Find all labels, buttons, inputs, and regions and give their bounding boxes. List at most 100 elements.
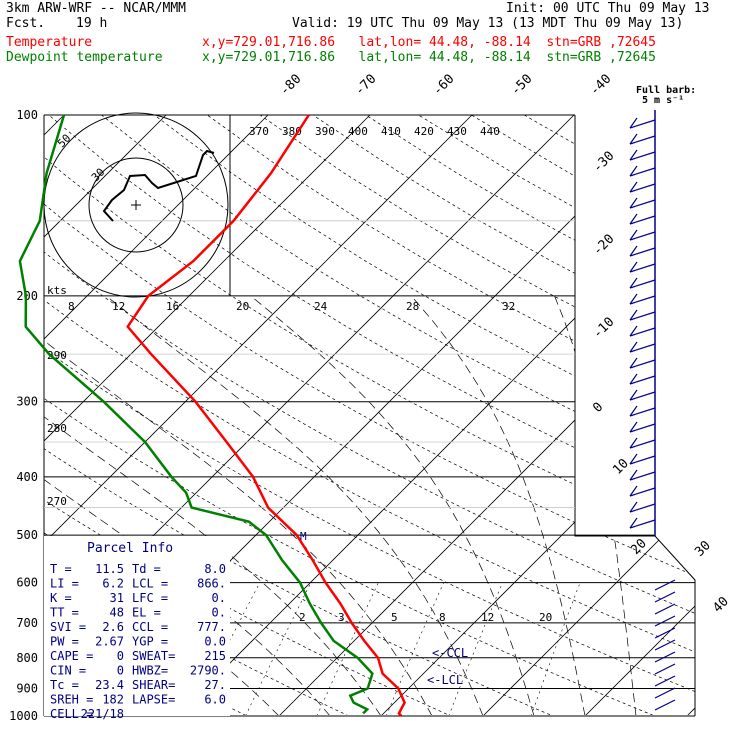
mixing-ratio-label: 12 [481, 611, 494, 624]
pressure-tick-label: 500 [16, 528, 38, 542]
isotherm-line [584, 115, 695, 715]
isotherm-label: -70 [352, 72, 379, 99]
wind-barb [654, 579, 676, 591]
isotherm-line [44, 115, 473, 715]
temperature-profile-line [126, 114, 406, 717]
mixing-ratio-line [316, 582, 379, 715]
wind-barb-flag [629, 517, 638, 529]
moist-adiabat [250, 295, 535, 715]
wind-barb [629, 487, 656, 497]
isotherm-label: -10 [590, 315, 617, 342]
wind-barb-flag [629, 325, 638, 337]
wind-barb [629, 247, 656, 257]
wind-barb [629, 439, 656, 449]
plot-right-border [574, 115, 696, 716]
wind-barb-flag [629, 341, 638, 353]
init-time: Init: 00 UTC Thu 09 May 13 [506, 1, 710, 16]
wind-barb-flag [629, 181, 638, 193]
wind-barb [654, 651, 676, 663]
hodograph-trace [102, 149, 215, 222]
parcel-row-value: 6.2 [102, 577, 124, 591]
isotherm-label: 10 [610, 456, 632, 478]
dewpoint-profile-line [18, 114, 374, 715]
pressure-tick-label: 800 [16, 651, 38, 665]
theta-e-label: 390 [315, 125, 335, 138]
parcel-row-label: TT = [50, 606, 79, 620]
dry-adiabat [44, 115, 695, 715]
wind-barb [654, 603, 676, 615]
parcel-info-background [44, 536, 230, 716]
wind-barb [629, 407, 656, 417]
parcel-row-value: 31 [110, 591, 124, 605]
lcl-annotation: <-LCL [427, 673, 463, 687]
isotherm-line [380, 115, 695, 715]
parcel-row-label2: YGP = [132, 635, 168, 649]
mixing-ratio-label: 2 [299, 611, 306, 624]
wind-barb [654, 663, 676, 675]
wind-barb [629, 135, 656, 145]
parcel-row-value: 0 [117, 649, 124, 663]
dry-adiabat [312, 115, 695, 715]
isotherm-label: -80 [277, 72, 304, 99]
wind-barb-flag [629, 405, 638, 417]
dewpoint-legend-info: x,y=729.01,716.86 lat,lon= 44.48, -88.14… [202, 50, 656, 65]
temperature-legend-label: Temperature [6, 35, 93, 50]
parcel-row-value2: 6.0 [204, 693, 226, 707]
wind-barb [629, 375, 656, 385]
wind-barb-flag [629, 117, 638, 129]
theta-label: 290 [47, 349, 67, 362]
mixing-ratio-line [245, 582, 312, 715]
wind-barb [629, 215, 656, 225]
wind-barb [654, 627, 676, 639]
theta-label: 270 [47, 495, 67, 508]
theta-e-label: 440 [480, 125, 500, 138]
parcel-row-value: 2.67 [95, 635, 124, 649]
wind-barb [629, 519, 656, 529]
isotherm-line [482, 115, 695, 715]
wind-barb-flag [629, 261, 638, 273]
parcel-row-value: 48 [110, 606, 124, 620]
forecast-label: Fcst. [6, 16, 46, 31]
parcel-row-value: 0 [117, 664, 124, 678]
temperature-legend-info: x,y=729.01,716.86 lat,lon= 44.48, -88.14… [202, 35, 656, 50]
parcel-row-value: 23.4 [95, 678, 124, 692]
theta-e-label: 430 [447, 125, 467, 138]
wind-barb [629, 183, 656, 193]
wind-barb-flag [629, 149, 638, 161]
wind-barb-flag [629, 213, 638, 225]
wind-barb [629, 503, 656, 513]
wind-legend-line1: Full barb: [636, 85, 696, 96]
wind-barb [654, 591, 676, 603]
parcel-row-value2: 0. [212, 591, 226, 605]
isotherm-label: -40 [587, 72, 614, 99]
parcel-row-label2: SWEAT= [132, 649, 175, 663]
parcel-info-rows: T = 11.5 Td = 8.0 LI = 6.2 LCL = 866. K = 31 LFC =… [50, 562, 226, 721]
wind-barb [654, 675, 676, 687]
parcel-row-label2: LFC = [132, 591, 168, 605]
sounding-profiles [18, 114, 406, 717]
parcel-row-value2: 27. [204, 678, 226, 692]
isotherm-label: 30 [692, 538, 714, 560]
wind-legend-line2: 5 m s⁻¹ [642, 95, 684, 106]
wind-barb [629, 327, 656, 337]
parcel-row-label: PW = [50, 635, 79, 649]
parcel-row-label: Tc = [50, 678, 79, 692]
wind-barb [629, 263, 656, 273]
theta-e-label: 410 [381, 125, 401, 138]
hodograph-speed-label: 20 [236, 300, 249, 313]
wind-barb [629, 119, 656, 129]
wind-barb [629, 311, 656, 321]
parcel-row-label: CIN = [50, 664, 86, 678]
model-title: 3km ARW-WRF -- NCAR/MMM [6, 1, 187, 16]
valid-time: Valid: 19 UTC Thu 09 May 13 (13 MDT Thu … [292, 16, 684, 31]
moist-adiabat [554, 295, 637, 715]
moist-adiabat [105, 295, 484, 715]
moist-adiabat [44, 295, 331, 715]
wind-barb [629, 343, 656, 353]
dry-adiabat [44, 115, 584, 715]
wind-barb-flag [629, 453, 638, 465]
wind-barb-flag [629, 437, 638, 449]
isotherm-label: -20 [590, 232, 617, 259]
parcel-row-value: 182 [102, 693, 124, 707]
